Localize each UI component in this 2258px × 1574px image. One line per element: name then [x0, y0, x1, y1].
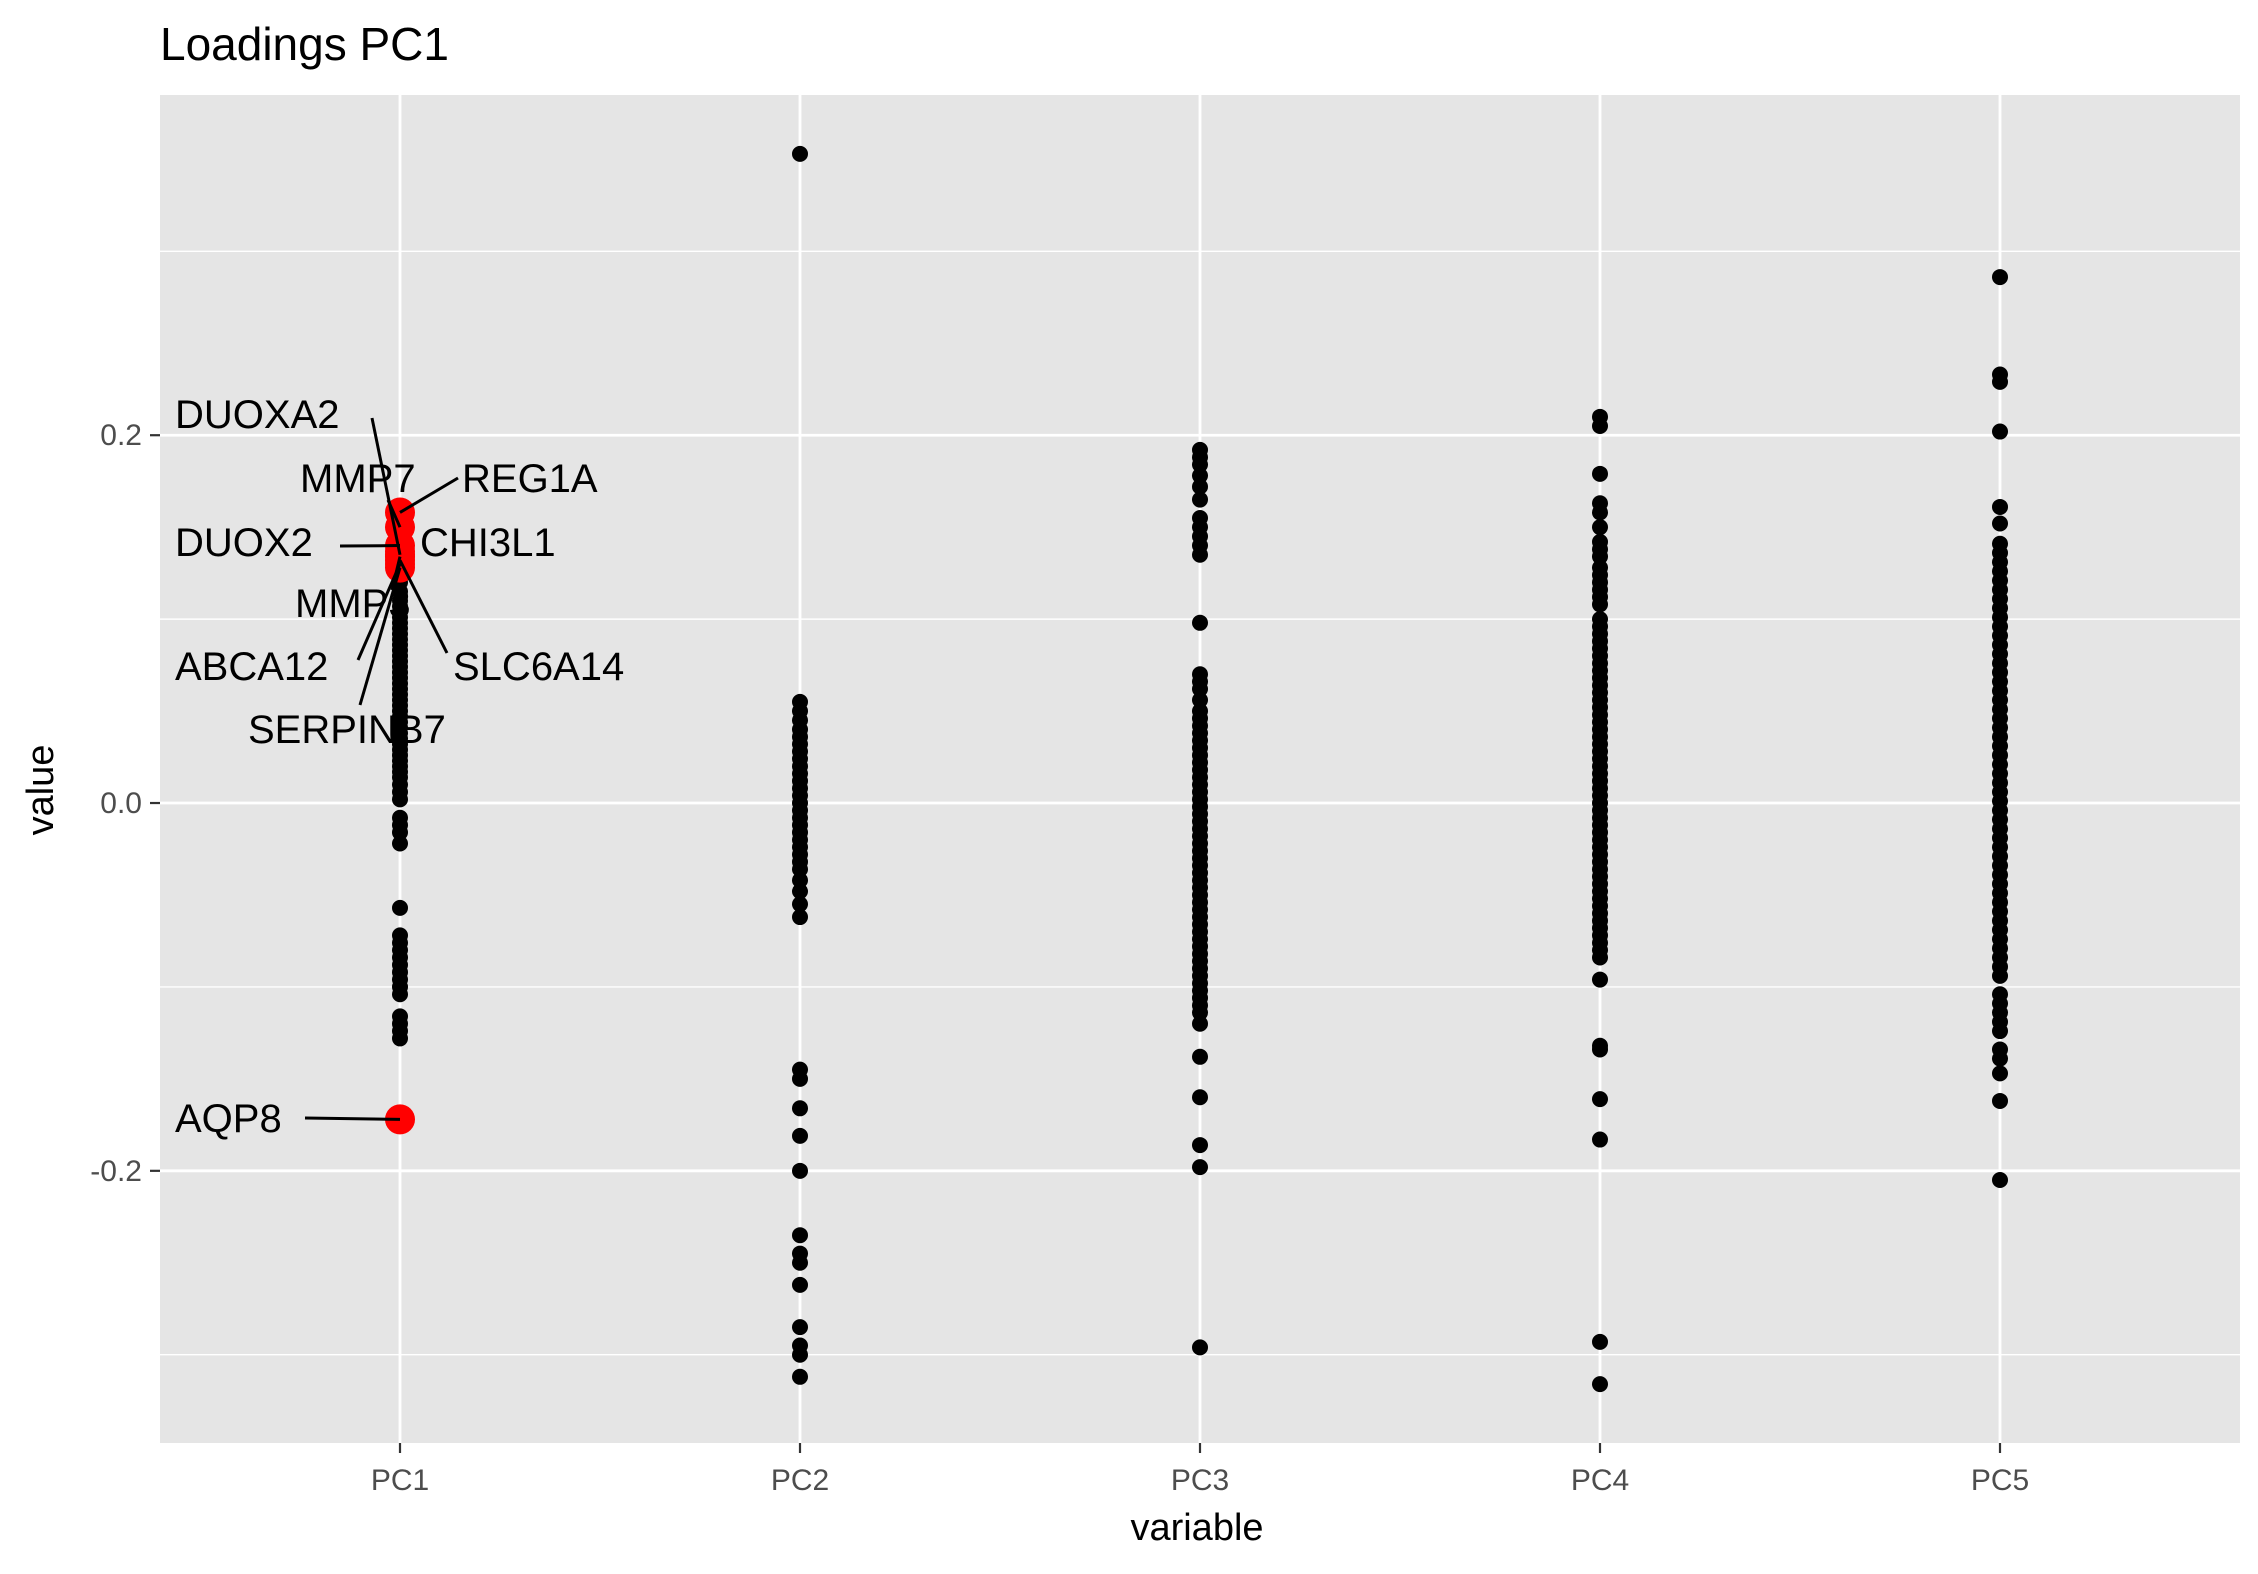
- data-point: [1992, 1023, 2008, 1039]
- data-point: [1192, 1049, 1208, 1065]
- data-point: [1192, 492, 1208, 508]
- gene-label: MMP7: [300, 457, 416, 501]
- data-point: [1592, 418, 1608, 434]
- data-point: [1192, 615, 1208, 631]
- y-tick-label: 0.2: [100, 419, 142, 452]
- gene-label: CHI3L1: [420, 521, 556, 565]
- data-point: [1592, 519, 1608, 535]
- data-point: [792, 146, 808, 162]
- data-point: [392, 986, 408, 1002]
- data-point: [1192, 1089, 1208, 1105]
- data-point: [1992, 499, 2008, 515]
- data-point: [1592, 972, 1608, 988]
- data-point: [1192, 1137, 1208, 1153]
- data-point: [1992, 515, 2008, 531]
- gene-label: DUOX2: [175, 521, 313, 565]
- x-tick-label: PC5: [1971, 1464, 2029, 1497]
- gene-label: DUOXA2: [175, 393, 340, 437]
- data-point: [792, 1277, 808, 1293]
- data-point: [1992, 1065, 2008, 1081]
- gene-label: AQP8: [175, 1097, 282, 1141]
- data-point: [1192, 1016, 1208, 1032]
- x-tick-label: PC2: [771, 1464, 829, 1497]
- data-point: [1592, 1091, 1608, 1107]
- gene-label: REG1A: [462, 457, 598, 501]
- data-point: [792, 1319, 808, 1335]
- data-point: [1592, 504, 1608, 520]
- data-point: [792, 1100, 808, 1116]
- x-axis-title: variable: [1130, 1507, 1263, 1549]
- data-point: [392, 791, 408, 807]
- y-tick-label: 0.0: [100, 787, 142, 820]
- data-point: [792, 1347, 808, 1363]
- label-leader-line: [305, 1118, 400, 1119]
- gene-label: SLC6A14: [453, 645, 624, 689]
- data-point: [792, 1128, 808, 1144]
- data-point: [1192, 1159, 1208, 1175]
- data-point: [1592, 466, 1608, 482]
- data-point: [1992, 1093, 2008, 1109]
- data-point: [792, 1227, 808, 1243]
- data-point: [792, 1071, 808, 1087]
- data-point: [1992, 1172, 2008, 1188]
- data-point: [392, 900, 408, 916]
- x-tick-label: PC3: [1171, 1464, 1229, 1497]
- data-point: [1592, 1132, 1608, 1148]
- data-point: [1992, 269, 2008, 285]
- gene-label: ABCA12: [175, 645, 328, 689]
- data-point: [392, 835, 408, 851]
- data-point: [1192, 1339, 1208, 1355]
- gene-label: MMP3: [295, 582, 411, 626]
- data-point: [1592, 1334, 1608, 1350]
- y-tick-label: -0.2: [90, 1155, 142, 1188]
- data-point: [792, 1163, 808, 1179]
- x-tick-label: PC4: [1571, 1464, 1629, 1497]
- data-point: [1592, 1376, 1608, 1392]
- data-point: [1992, 968, 2008, 984]
- data-point: [792, 909, 808, 925]
- data-point: [392, 1030, 408, 1046]
- x-tick-label: PC1: [371, 1464, 429, 1497]
- data-point: [792, 1255, 808, 1271]
- data-point: [1592, 949, 1608, 965]
- gene-label: SERPINB7: [248, 708, 446, 752]
- data-point: [1192, 547, 1208, 563]
- y-axis-title: value: [20, 745, 62, 836]
- data-point: [1992, 424, 2008, 440]
- data-point: [1592, 1041, 1608, 1057]
- data-point: [1592, 596, 1608, 612]
- data-point: [1992, 374, 2008, 390]
- data-point: [1992, 1051, 2008, 1067]
- chart-title: Loadings PC1: [160, 18, 449, 70]
- data-point: [792, 1369, 808, 1385]
